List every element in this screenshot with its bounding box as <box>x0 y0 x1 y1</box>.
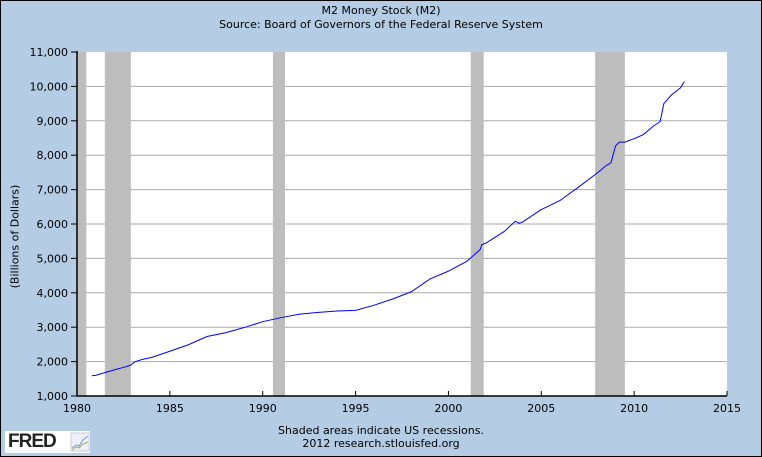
chart-subtitle: Source: Board of Governors of the Federa… <box>219 18 543 31</box>
x-tick-label: 1980 <box>63 402 91 415</box>
x-tick-label: 2015 <box>713 402 741 415</box>
y-tick-label: 10,000 <box>30 80 69 93</box>
y-tick-label: 5,000 <box>37 252 69 265</box>
x-tick-label: 2005 <box>527 402 555 415</box>
y-tick-label: 4,000 <box>37 287 69 300</box>
chart-title: M2 Money Stock (M2) <box>321 4 441 17</box>
series-line-m2 <box>91 81 685 377</box>
recession-band <box>77 52 87 396</box>
x-tick-label: 2000 <box>434 402 462 415</box>
y-tick-label: 9,000 <box>37 115 69 128</box>
source-note: 2012 research.stlouisfed.org <box>302 437 460 450</box>
y-tick-label: 2,000 <box>37 356 69 369</box>
y-tick-label: 11,000 <box>30 46 69 59</box>
x-tick-label: 2010 <box>620 402 648 415</box>
y-tick-label: 3,000 <box>37 321 69 334</box>
recession-band <box>470 52 484 396</box>
y-tick-label: 6,000 <box>37 218 69 231</box>
recession-band <box>272 52 285 396</box>
x-tick-label: 1990 <box>249 402 277 415</box>
y-tick-label: 1,000 <box>37 390 69 403</box>
fred-logo[interactable]: FRED <box>5 431 90 453</box>
x-tick-label: 1995 <box>342 402 370 415</box>
y-tick-label: 7,000 <box>37 184 69 197</box>
chart-logo-icon <box>70 432 90 452</box>
y-tick-label: 8,000 <box>37 149 69 162</box>
recession-footnote: Shaded areas indicate US recessions. <box>278 424 484 437</box>
recession-band <box>104 52 131 396</box>
x-tick-label: 1985 <box>156 402 184 415</box>
recession-band <box>595 52 625 396</box>
